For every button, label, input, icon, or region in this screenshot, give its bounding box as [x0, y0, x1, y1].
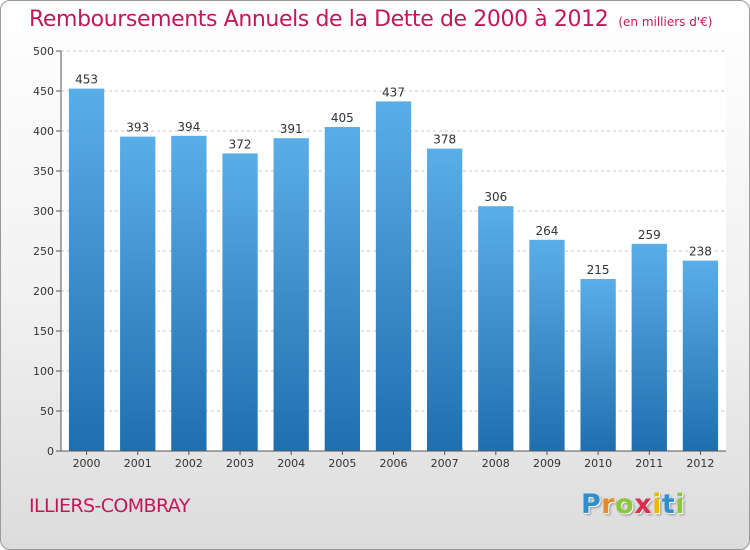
- bar-2010: [580, 279, 616, 451]
- x-tick-label: 2004: [277, 457, 305, 470]
- data-label: 437: [382, 85, 405, 99]
- logo-letter: r: [601, 489, 616, 520]
- logo-letter: o: [615, 489, 635, 520]
- bar-2004: [273, 138, 309, 451]
- x-tick-label: 2007: [431, 457, 459, 470]
- logo-letter: x: [634, 489, 653, 520]
- logo-letter: i: [652, 489, 662, 520]
- y-tick-label: 500: [33, 45, 54, 58]
- bar-2002: [171, 135, 207, 452]
- bar-2012: [682, 260, 719, 451]
- logo-letter: i: [675, 489, 686, 520]
- y-tick-label: 150: [33, 325, 54, 338]
- data-label: 394: [177, 120, 200, 134]
- bar-2001: [120, 136, 156, 451]
- bar-2008: [478, 206, 514, 451]
- data-label: 259: [638, 228, 661, 242]
- bar-2007: [427, 148, 463, 451]
- bar-2000: [68, 88, 105, 451]
- proxiti-logo: Proxiti: [581, 489, 685, 520]
- bar-2009: [529, 239, 565, 451]
- logo-letter: P: [581, 489, 602, 520]
- y-tick-label: 400: [33, 125, 54, 138]
- axes: [56, 50, 726, 455]
- data-label: 264: [536, 224, 559, 238]
- bar-2003: [222, 153, 258, 451]
- x-tick-label: 2001: [124, 457, 152, 470]
- x-tick-label: 2002: [175, 457, 203, 470]
- data-label: 391: [280, 122, 303, 136]
- bar-2006: [375, 101, 412, 452]
- y-tick-label: 0: [47, 445, 54, 458]
- city-name: ILLIERS-COMBRAY: [29, 495, 190, 517]
- bar-2011: [631, 243, 667, 451]
- x-tick-label: 2005: [328, 457, 356, 470]
- y-tick-label: 450: [33, 85, 54, 98]
- bar-2005: [324, 127, 360, 451]
- data-label: 372: [229, 137, 252, 151]
- x-tick-label: 2009: [533, 457, 561, 470]
- chart-subtitle: (en milliers d'€): [618, 15, 713, 29]
- data-label: 453: [75, 73, 98, 87]
- labels: 0 50 100 150 200 250 300 350 400 450 500 453 2000 393…: [33, 45, 714, 470]
- chart-title-text: Remboursements Annuels de la Dette de 20…: [29, 7, 609, 32]
- y-tick-label: 100: [33, 365, 54, 378]
- x-tick-label: 2011: [635, 457, 663, 470]
- x-tick-label: 2003: [226, 457, 254, 470]
- y-tick-label: 50: [40, 405, 54, 418]
- data-label: 238: [689, 245, 712, 259]
- logo-letter: t: [661, 489, 676, 520]
- y-tick-label: 300: [33, 205, 54, 218]
- x-tick-label: 2010: [584, 457, 612, 470]
- data-label: 378: [433, 133, 456, 147]
- bars: [68, 88, 719, 452]
- data-label: 215: [587, 263, 610, 277]
- data-label: 405: [331, 111, 354, 125]
- y-tick-label: 250: [33, 245, 54, 258]
- y-tick-label: 350: [33, 165, 54, 178]
- chart-title: Remboursements Annuels de la Dette de 20…: [29, 7, 712, 32]
- data-label: 306: [484, 190, 507, 204]
- x-tick-label: 2006: [380, 457, 408, 470]
- data-label: 393: [126, 121, 149, 135]
- y-tick-label: 200: [33, 285, 54, 298]
- x-tick-label: 2000: [73, 457, 101, 470]
- x-tick-label: 2012: [686, 457, 714, 470]
- x-tick-label: 2008: [482, 457, 510, 470]
